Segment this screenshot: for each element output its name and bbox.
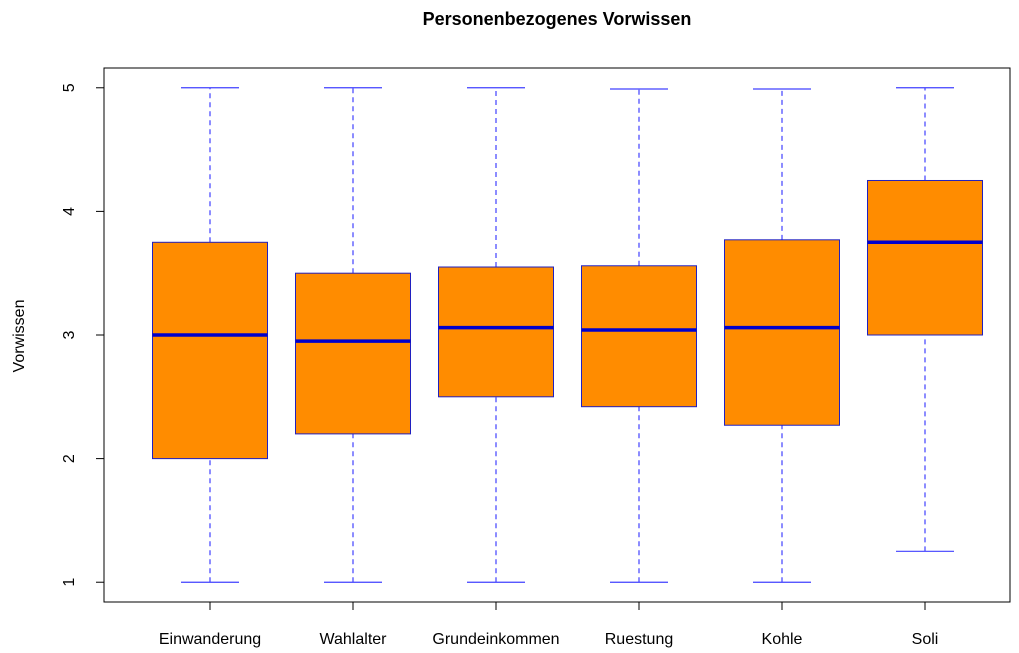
- x-tick-label: Soli: [912, 631, 939, 648]
- y-tick-label: 2: [61, 454, 78, 463]
- x-tick-label: Grundeinkommen: [432, 631, 559, 648]
- box: [581, 265, 697, 408]
- box: [438, 266, 554, 398]
- x-tick-label: Ruestung: [605, 631, 674, 648]
- y-tick-label: 1: [61, 578, 78, 587]
- y-tick-label: 5: [61, 83, 78, 92]
- y-axis-label: Vorwissen: [11, 300, 28, 373]
- x-tick-label: Wahlalter: [320, 631, 388, 648]
- y-tick-label: 3: [61, 330, 78, 339]
- box: [867, 179, 983, 336]
- x-tick-label: Einwanderung: [159, 631, 261, 648]
- x-tick-label: Kohle: [762, 631, 803, 648]
- chart-title: Personenbezogenes Vorwissen: [423, 9, 692, 29]
- box: [724, 239, 840, 426]
- box: [152, 241, 268, 460]
- box: [295, 272, 411, 435]
- y-tick-label: 4: [61, 207, 78, 216]
